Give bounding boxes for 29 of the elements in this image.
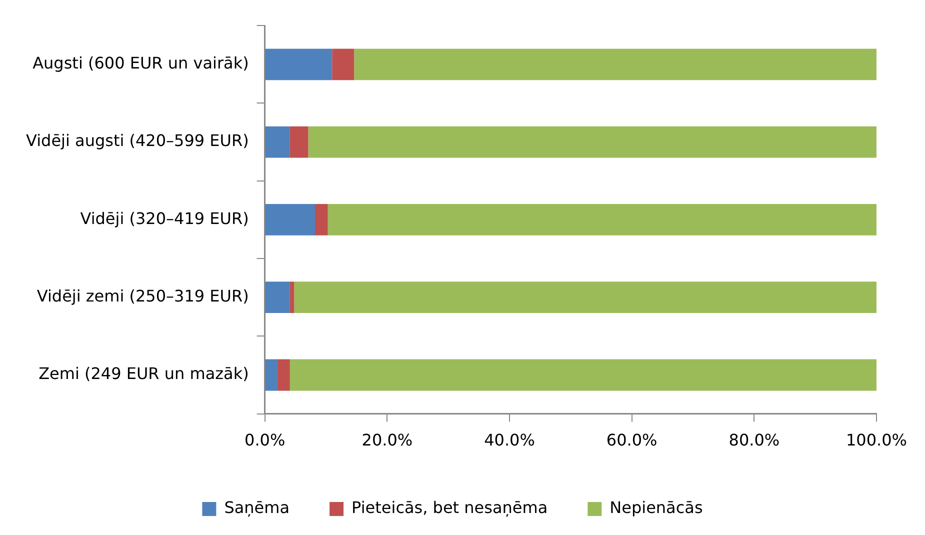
y-tick-label: Vidēji zemi (250–319 EUR) xyxy=(36,286,249,306)
bar xyxy=(290,359,876,391)
bar xyxy=(265,48,332,80)
legend-label: Pieteicās, bet nesaņēma xyxy=(352,498,548,518)
y-tick-label: Vidēji (320–419 EUR) xyxy=(80,208,249,228)
x-tick-label: 80.0% xyxy=(728,430,780,450)
legend-label: Nepienācās xyxy=(610,498,703,518)
x-tick-label: 100.0% xyxy=(846,430,908,450)
legend-label: Saņēma xyxy=(224,498,290,518)
bar xyxy=(290,282,294,314)
y-tick-label: Vidēji augsti (420–599 EUR) xyxy=(26,131,249,150)
bar xyxy=(328,204,876,236)
x-tick-label: 0.0% xyxy=(244,430,286,450)
bar xyxy=(290,126,308,158)
x-tick-label: 40.0% xyxy=(484,430,535,450)
bar xyxy=(277,359,290,391)
x-tick-label: 60.0% xyxy=(606,430,658,450)
bar xyxy=(265,359,278,391)
bar xyxy=(354,48,876,80)
bar xyxy=(265,204,315,236)
bar xyxy=(265,282,290,314)
bar xyxy=(294,282,876,314)
y-tick-label: Zemi (249 EUR un mazāk) xyxy=(38,364,249,384)
x-tick-label: 20.0% xyxy=(362,430,413,450)
bar xyxy=(308,126,876,158)
bar xyxy=(332,48,354,80)
y-tick-label: Augsti (600 EUR un vairāk) xyxy=(32,54,249,73)
bar xyxy=(315,204,328,236)
bar xyxy=(265,126,290,158)
